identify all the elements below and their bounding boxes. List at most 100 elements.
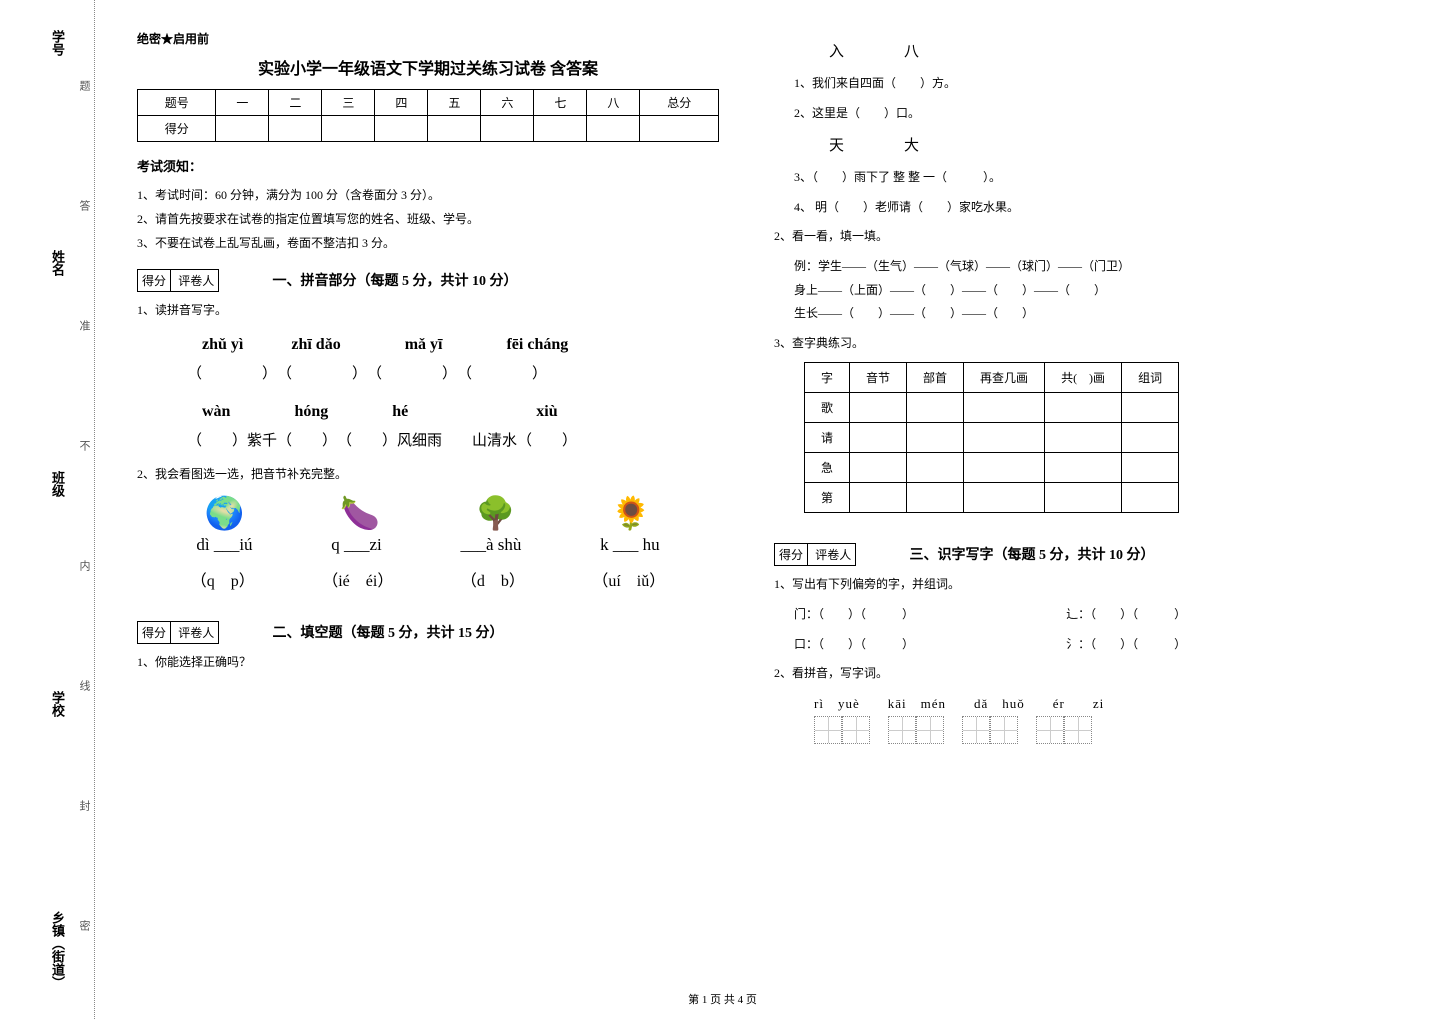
choice-1: （q p）	[191, 567, 255, 591]
globe-icon: 🌍	[205, 497, 245, 529]
char-box	[842, 716, 870, 744]
part3-title: 三、识字写字（每题 5 分，共计 10 分）	[910, 544, 1155, 564]
q2-1: 1、你能选择正确吗？	[137, 652, 719, 674]
th-total: 总分	[640, 90, 719, 116]
table-row: 得分	[138, 116, 719, 142]
seal-char-5: 准	[76, 320, 92, 339]
table-row: 请	[805, 423, 1179, 453]
eval-box: 得分 评卷人	[137, 621, 219, 644]
th-2: 二	[269, 90, 322, 116]
box-pair	[814, 716, 870, 744]
td-blank	[534, 116, 587, 142]
line-4: 4、 明（ ）老师请（ ）家吃水果。	[774, 197, 1361, 219]
eval-marker: 评卷人	[174, 270, 218, 291]
pin-under-3: ___à shù	[460, 535, 521, 555]
pinyin-write-row: rì yuè kāi mén dǎ huǒ ér zi	[774, 693, 1361, 712]
seal-char-7: 题	[76, 80, 92, 99]
box-pair	[888, 716, 944, 744]
table-row: 第	[805, 483, 1179, 513]
choice-under-row: （q p） （ié éi） （d b） （uí iǔ）	[137, 567, 719, 591]
td-blank	[640, 116, 719, 142]
exam-title: 实验小学一年级语文下学期过关练习试卷 含答案	[137, 55, 719, 79]
eval-marker: 评卷人	[811, 544, 855, 565]
choice-2: （ié éi）	[322, 567, 393, 591]
eval-marker: 评卷人	[174, 622, 218, 643]
th-num: 题号	[138, 90, 216, 116]
seal-char-4: 不	[76, 440, 92, 459]
char-pair-1: 入 八	[774, 40, 1361, 61]
pinyin-row-1: zhǔ yì zhī dǎo mǎ yī fēi cháng	[137, 330, 719, 354]
th-6: 六	[481, 90, 534, 116]
dh-1: 音节	[850, 363, 907, 393]
seal-char-6: 答	[76, 200, 92, 219]
q2-2: 2、看一看，填一填。	[774, 226, 1361, 248]
notice-item: 3、不要在试卷上乱写乱画，卷面不整洁扣 3 分。	[137, 231, 719, 255]
dh-0: 字	[805, 363, 850, 393]
dr-1: 请	[805, 423, 850, 453]
student-info-labels: 乡镇（街道） 学校 班级 姓名 学号	[48, 30, 67, 989]
line-3: 3、（ ）雨下了 整 整 一（ ）。	[774, 167, 1361, 189]
eval-box: 得分 评卷人	[137, 269, 219, 292]
answer-row-2: （ ）紫千（ ） （ ）风细雨 山清水（ ）	[137, 429, 719, 450]
td-blank	[587, 116, 640, 142]
flower-icon: 🌻	[611, 497, 651, 529]
content-area: 绝密★启用前 实验小学一年级语文下学期过关练习试卷 含答案 题号 一 二 三 四…	[95, 0, 1445, 1019]
binding-strip: 乡镇（街道） 学校 班级 姓名 学号 密 封 线 内 不 准 答 题	[0, 0, 95, 1019]
char-box	[814, 716, 842, 744]
th-8: 八	[587, 90, 640, 116]
eggplant-icon: 🍆	[340, 497, 380, 529]
notice-item: 1、考试时间：60 分钟，满分为 100 分（含卷面分 3 分）。	[137, 183, 719, 207]
choice-3: （d b）	[461, 567, 525, 591]
dh-5: 组词	[1122, 363, 1179, 393]
field-name: 姓名	[48, 250, 67, 276]
th-4: 四	[375, 90, 428, 116]
table-row: 歌	[805, 393, 1179, 423]
dh-4: 共( )画	[1045, 363, 1122, 393]
eval-score: 得分	[138, 270, 171, 291]
td-blank	[375, 116, 428, 142]
table-row: 急	[805, 453, 1179, 483]
char-box	[888, 716, 916, 744]
th-5: 五	[428, 90, 481, 116]
part2-title: 二、填空题（每题 5 分，共计 15 分）	[273, 622, 504, 642]
pinyin-under-row: dì ___iú q ___zi ___à shù k ___ hu	[137, 535, 719, 555]
box-pair	[962, 716, 1018, 744]
rad-2b: 氵：（ ）（ ）	[1066, 634, 1186, 656]
dh-2: 部首	[907, 363, 964, 393]
q3-1: 1、写出有下列偏旁的字，并组词。	[774, 574, 1361, 596]
char-box	[962, 716, 990, 744]
pin-under-4: k ___ hu	[600, 535, 660, 555]
rad-1b: 辶：（ ）（ ）	[1066, 604, 1186, 626]
seal-char-1: 封	[76, 800, 92, 819]
dh-3: 再查几画	[964, 363, 1045, 393]
line-1: 1、我们来自四面（ ）方。	[774, 73, 1361, 95]
q3-2: 2、看拼音，写字词。	[774, 663, 1361, 685]
radical-row-2: 口：（ ）（ ） 氵：（ ）（ ）	[774, 634, 1361, 656]
dr-3: 第	[805, 483, 850, 513]
th-1: 一	[216, 90, 269, 116]
rad-2a: 口：（ ）（ ）	[794, 634, 1066, 656]
q1-1: 1、读拼音写字。	[137, 300, 719, 322]
rad-1a: 门：（ ）（ ）	[794, 604, 1066, 626]
notice-head: 考试须知：	[137, 156, 719, 175]
seal-char-2: 线	[76, 680, 92, 699]
left-column: 绝密★启用前 实验小学一年级语文下学期过关练习试卷 含答案 题号 一 二 三 四…	[125, 30, 749, 1009]
part2-header: 得分 评卷人 二、填空题（每题 5 分，共计 15 分）	[137, 621, 719, 644]
td-blank	[269, 116, 322, 142]
part3-header: 得分 评卷人 三、识字写字（每题 5 分，共计 10 分）	[774, 543, 1361, 566]
exam-page: 乡镇（街道） 学校 班级 姓名 学号 密 封 线 内 不 准 答 题 绝密★启用…	[0, 0, 1445, 1019]
char-box	[1064, 716, 1092, 744]
page-footer: 第 1 页 共 4 页	[0, 991, 1445, 1007]
pin-under-2: q ___zi	[331, 535, 382, 555]
part1-header: 得分 评卷人 一、拼音部分（每题 5 分，共计 10 分）	[137, 269, 719, 292]
notice-item: 2、请首先按要求在试卷的指定位置填写您的姓名、班级、学号。	[137, 207, 719, 231]
seal-char-0: 密	[76, 920, 92, 939]
table-row: 题号 一 二 三 四 五 六 七 八 总分	[138, 90, 719, 116]
pinyin-row-2: wàn hóng hé xiù	[137, 397, 719, 421]
char-box	[916, 716, 944, 744]
field-school: 学校	[48, 691, 67, 717]
table-row: 字 音节 部首 再查几画 共( )画 组词	[805, 363, 1179, 393]
chain-1: 身上——（上面）——（ ）——（ ）——（ ）	[774, 280, 1361, 302]
seal-char-3: 内	[76, 560, 92, 579]
tree-icon: 🌳	[476, 497, 516, 529]
